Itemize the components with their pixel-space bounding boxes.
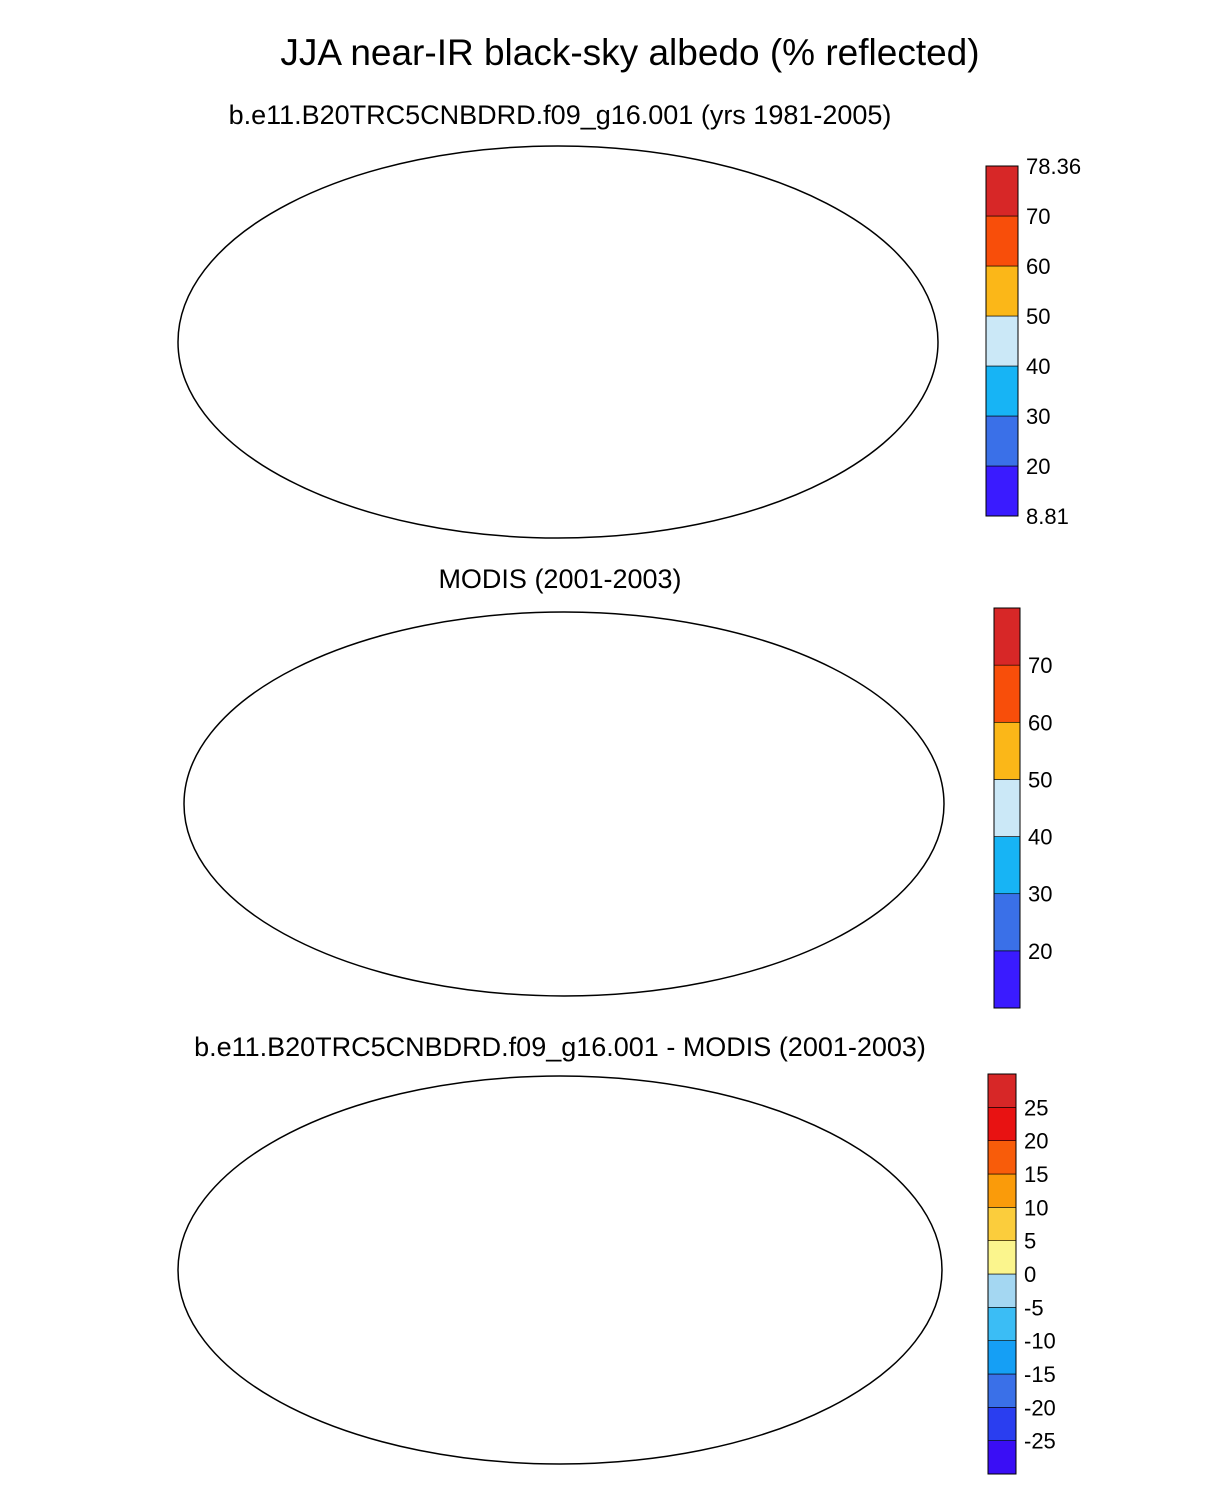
panel-1-colorbar: 8.81 20 30 40 50 60 70 78.36 xyxy=(985,154,1081,529)
colorbar-box xyxy=(987,1373,1017,1408)
colorbar-box xyxy=(987,1073,1017,1108)
colorbar-tick-label: 5 xyxy=(1024,1229,1036,1254)
panel-1-globe-outline xyxy=(177,145,939,539)
colorbar-tick-label: 60 xyxy=(1028,710,1052,735)
colorbar-box xyxy=(993,950,1021,1009)
colorbar-outline xyxy=(985,165,1019,517)
colorbar-tick-label: -10 xyxy=(1024,1329,1056,1354)
colorbar-box xyxy=(987,1273,1017,1308)
colorbar-box xyxy=(987,1173,1017,1208)
colorbar-tick-label: 40 xyxy=(1026,354,1050,379)
colorbar-box xyxy=(985,415,1019,467)
colorbar-tick-label: 15 xyxy=(1024,1162,1048,1187)
colorbar-tick-label: 0 xyxy=(1024,1262,1036,1287)
main-title: JJA near-IR black-sky albedo (% reflecte… xyxy=(280,32,980,73)
panel-3-globe-outline xyxy=(177,1075,943,1465)
colorbar-tick-label: 20 xyxy=(1028,939,1052,964)
colorbar-outline xyxy=(987,1073,1017,1475)
colorbar-tick-label: 78.36 xyxy=(1026,154,1081,179)
panel-2-colorbar: 20 30 40 50 60 70 xyxy=(993,607,1052,1009)
colorbar-outline xyxy=(993,607,1021,1009)
colorbar-box xyxy=(985,265,1019,317)
colorbar-tick-label: 30 xyxy=(1026,404,1050,429)
colorbar-tick-label: -15 xyxy=(1024,1362,1056,1387)
colorbar-tick-label: 20 xyxy=(1026,454,1050,479)
panel-2-globe-outline xyxy=(183,611,945,997)
colorbar-tick-label: 30 xyxy=(1028,882,1052,907)
colorbar-box xyxy=(987,1407,1017,1441)
colorbar-tick-label: 10 xyxy=(1024,1195,1048,1220)
colorbar-box xyxy=(987,1307,1017,1341)
colorbar-tick-label: 8.81 xyxy=(1026,504,1069,529)
panel-2-subtitle: MODIS (2001-2003) xyxy=(438,564,682,594)
colorbar-box xyxy=(987,1107,1017,1141)
colorbar-tick-label: 25 xyxy=(1024,1095,1048,1120)
panel-1-map xyxy=(177,145,958,552)
colorbar-box xyxy=(987,1140,1017,1175)
colorbar-box xyxy=(993,664,1021,723)
colorbar-box xyxy=(987,1340,1017,1375)
colorbar-box xyxy=(993,607,1021,666)
colorbar-box xyxy=(987,1440,1017,1475)
colorbar-box xyxy=(985,315,1019,367)
colorbar-tick-label: 50 xyxy=(1028,767,1052,792)
colorbar-box xyxy=(985,465,1019,517)
colorbar-box xyxy=(987,1240,1017,1275)
colorbar-tick-label: 60 xyxy=(1026,254,1050,279)
panel-2-map xyxy=(183,611,945,997)
colorbar-tick-label: -20 xyxy=(1024,1395,1056,1420)
colorbar-tick-label: -25 xyxy=(1024,1429,1056,1454)
colorbar-tick-label: 40 xyxy=(1028,825,1052,850)
colorbar-tick-label: 70 xyxy=(1026,204,1050,229)
panel-3-map xyxy=(177,1075,943,1465)
colorbar-box xyxy=(993,779,1021,837)
colorbar-tick-label: -5 xyxy=(1024,1295,1044,1320)
colorbar-tick-label: 50 xyxy=(1026,304,1050,329)
colorbar-box xyxy=(985,365,1019,417)
panel-3-subtitle: b.e11.B20TRC5CNBDRD.f09_g16.001 - MODIS … xyxy=(194,1032,926,1062)
colorbar-box xyxy=(987,1207,1017,1241)
colorbar-box xyxy=(993,836,1021,895)
colorbar-box xyxy=(993,721,1021,780)
panel-1-subtitle: b.e11.B20TRC5CNBDRD.f09_g16.001 (yrs 198… xyxy=(228,100,892,130)
colorbar-box xyxy=(985,165,1019,217)
panel-3-colorbar: -25 -20 -15 -10 -5 0 5 10 15 20 25 xyxy=(987,1073,1056,1475)
colorbar-tick-label: 70 xyxy=(1028,653,1052,678)
colorbar-box xyxy=(993,893,1021,952)
colorbar-tick-label: 20 xyxy=(1024,1129,1048,1154)
colorbar-box xyxy=(985,215,1019,267)
